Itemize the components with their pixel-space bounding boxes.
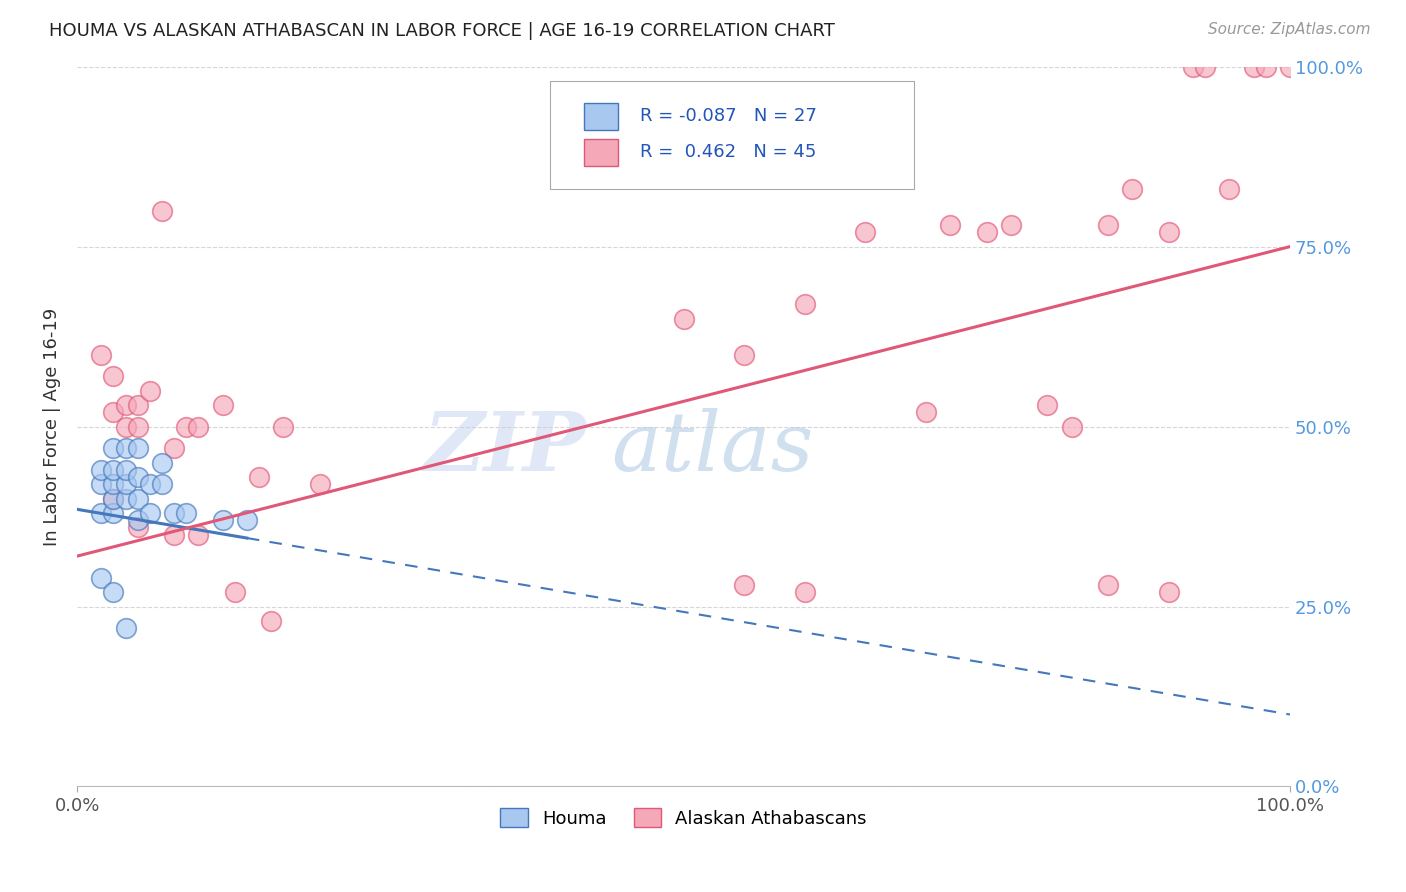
Point	[103, 477, 125, 491]
Text: HOUMA VS ALASKAN ATHABASCAN IN LABOR FORCE | AGE 16-19 CORRELATION CHART: HOUMA VS ALASKAN ATHABASCAN IN LABOR FOR…	[49, 22, 835, 40]
Point	[127, 520, 149, 534]
Point	[793, 297, 815, 311]
Point	[127, 491, 149, 506]
Point	[211, 398, 233, 412]
Point	[139, 506, 162, 520]
Text: atlas: atlas	[610, 409, 813, 488]
Point	[1279, 60, 1302, 74]
Point	[103, 491, 125, 506]
Point	[733, 347, 755, 361]
Point	[211, 513, 233, 527]
Point	[236, 513, 259, 527]
Point	[127, 470, 149, 484]
Point	[114, 491, 136, 506]
Point	[1060, 419, 1083, 434]
Point	[1157, 585, 1180, 599]
Text: R = -0.087   N = 27: R = -0.087 N = 27	[640, 106, 817, 125]
Point	[733, 578, 755, 592]
Point	[114, 463, 136, 477]
Point	[939, 218, 962, 232]
Point	[103, 463, 125, 477]
FancyBboxPatch shape	[583, 103, 619, 130]
Point	[139, 384, 162, 398]
Text: Source: ZipAtlas.com: Source: ZipAtlas.com	[1208, 22, 1371, 37]
Point	[1181, 60, 1204, 74]
Point	[127, 513, 149, 527]
Point	[187, 419, 209, 434]
Point	[114, 621, 136, 635]
Point	[103, 491, 125, 506]
Point	[103, 585, 125, 599]
Point	[114, 477, 136, 491]
Point	[672, 311, 695, 326]
Y-axis label: In Labor Force | Age 16-19: In Labor Force | Age 16-19	[44, 308, 60, 546]
Point	[1194, 60, 1216, 74]
Point	[247, 470, 270, 484]
FancyBboxPatch shape	[550, 81, 914, 189]
Point	[150, 456, 173, 470]
Point	[103, 405, 125, 419]
Text: R =  0.462   N = 45: R = 0.462 N = 45	[640, 143, 817, 161]
Point	[163, 506, 186, 520]
Point	[1218, 182, 1240, 196]
FancyBboxPatch shape	[583, 138, 619, 166]
Point	[150, 203, 173, 218]
Point	[976, 225, 998, 239]
Point	[103, 441, 125, 455]
Point	[90, 347, 112, 361]
Point	[271, 419, 294, 434]
Point	[1036, 398, 1059, 412]
Point	[915, 405, 938, 419]
Point	[1157, 225, 1180, 239]
Point	[855, 225, 877, 239]
Point	[1000, 218, 1022, 232]
Point	[187, 527, 209, 541]
Point	[1254, 60, 1277, 74]
Point	[114, 419, 136, 434]
Point	[90, 477, 112, 491]
Point	[1097, 218, 1119, 232]
Point	[103, 369, 125, 384]
Point	[127, 419, 149, 434]
Point	[90, 571, 112, 585]
Point	[90, 463, 112, 477]
Point	[114, 398, 136, 412]
Point	[308, 477, 330, 491]
Point	[174, 419, 197, 434]
Point	[127, 398, 149, 412]
Point	[224, 585, 246, 599]
Point	[127, 441, 149, 455]
Text: ZIP: ZIP	[423, 409, 586, 488]
Point	[1243, 60, 1265, 74]
Point	[139, 477, 162, 491]
Point	[90, 506, 112, 520]
Point	[1097, 578, 1119, 592]
Point	[163, 527, 186, 541]
Point	[793, 585, 815, 599]
Point	[114, 441, 136, 455]
Point	[103, 506, 125, 520]
Point	[174, 506, 197, 520]
Point	[150, 477, 173, 491]
Point	[1121, 182, 1143, 196]
Point	[260, 614, 283, 628]
Legend: Houma, Alaskan Athabascans: Houma, Alaskan Athabascans	[494, 801, 875, 835]
Point	[163, 441, 186, 455]
